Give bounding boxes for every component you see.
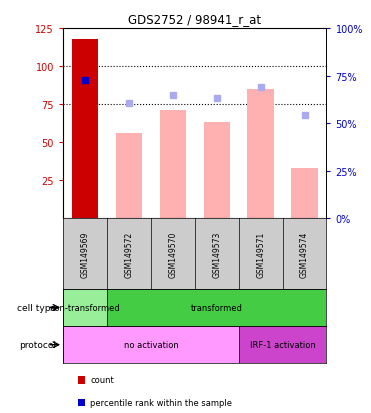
Text: GSM149573: GSM149573 — [212, 231, 221, 277]
Text: no activation: no activation — [124, 340, 178, 349]
Text: transformed: transformed — [191, 303, 243, 312]
Text: percentile rank within the sample: percentile rank within the sample — [90, 398, 232, 407]
Bar — [239, 326, 326, 363]
Text: GSM149571: GSM149571 — [256, 231, 265, 277]
Text: cell type: cell type — [17, 303, 56, 312]
Text: count: count — [90, 375, 114, 385]
Bar — [160, 111, 186, 219]
Text: GSM149570: GSM149570 — [168, 231, 177, 277]
Bar — [72, 40, 98, 219]
Bar — [63, 326, 239, 363]
Text: GSM149574: GSM149574 — [300, 231, 309, 277]
Bar — [116, 134, 142, 219]
Text: non-transformed: non-transformed — [50, 303, 121, 312]
Text: IRF-1 activation: IRF-1 activation — [250, 340, 315, 349]
Text: GSM149569: GSM149569 — [81, 231, 89, 277]
Bar — [247, 90, 274, 219]
Bar — [291, 169, 318, 219]
Bar — [204, 123, 230, 219]
Text: protocol: protocol — [19, 340, 56, 349]
Bar — [107, 289, 326, 326]
Bar — [63, 289, 107, 326]
Title: GDS2752 / 98941_r_at: GDS2752 / 98941_r_at — [128, 13, 261, 26]
Text: GSM149572: GSM149572 — [124, 231, 134, 277]
